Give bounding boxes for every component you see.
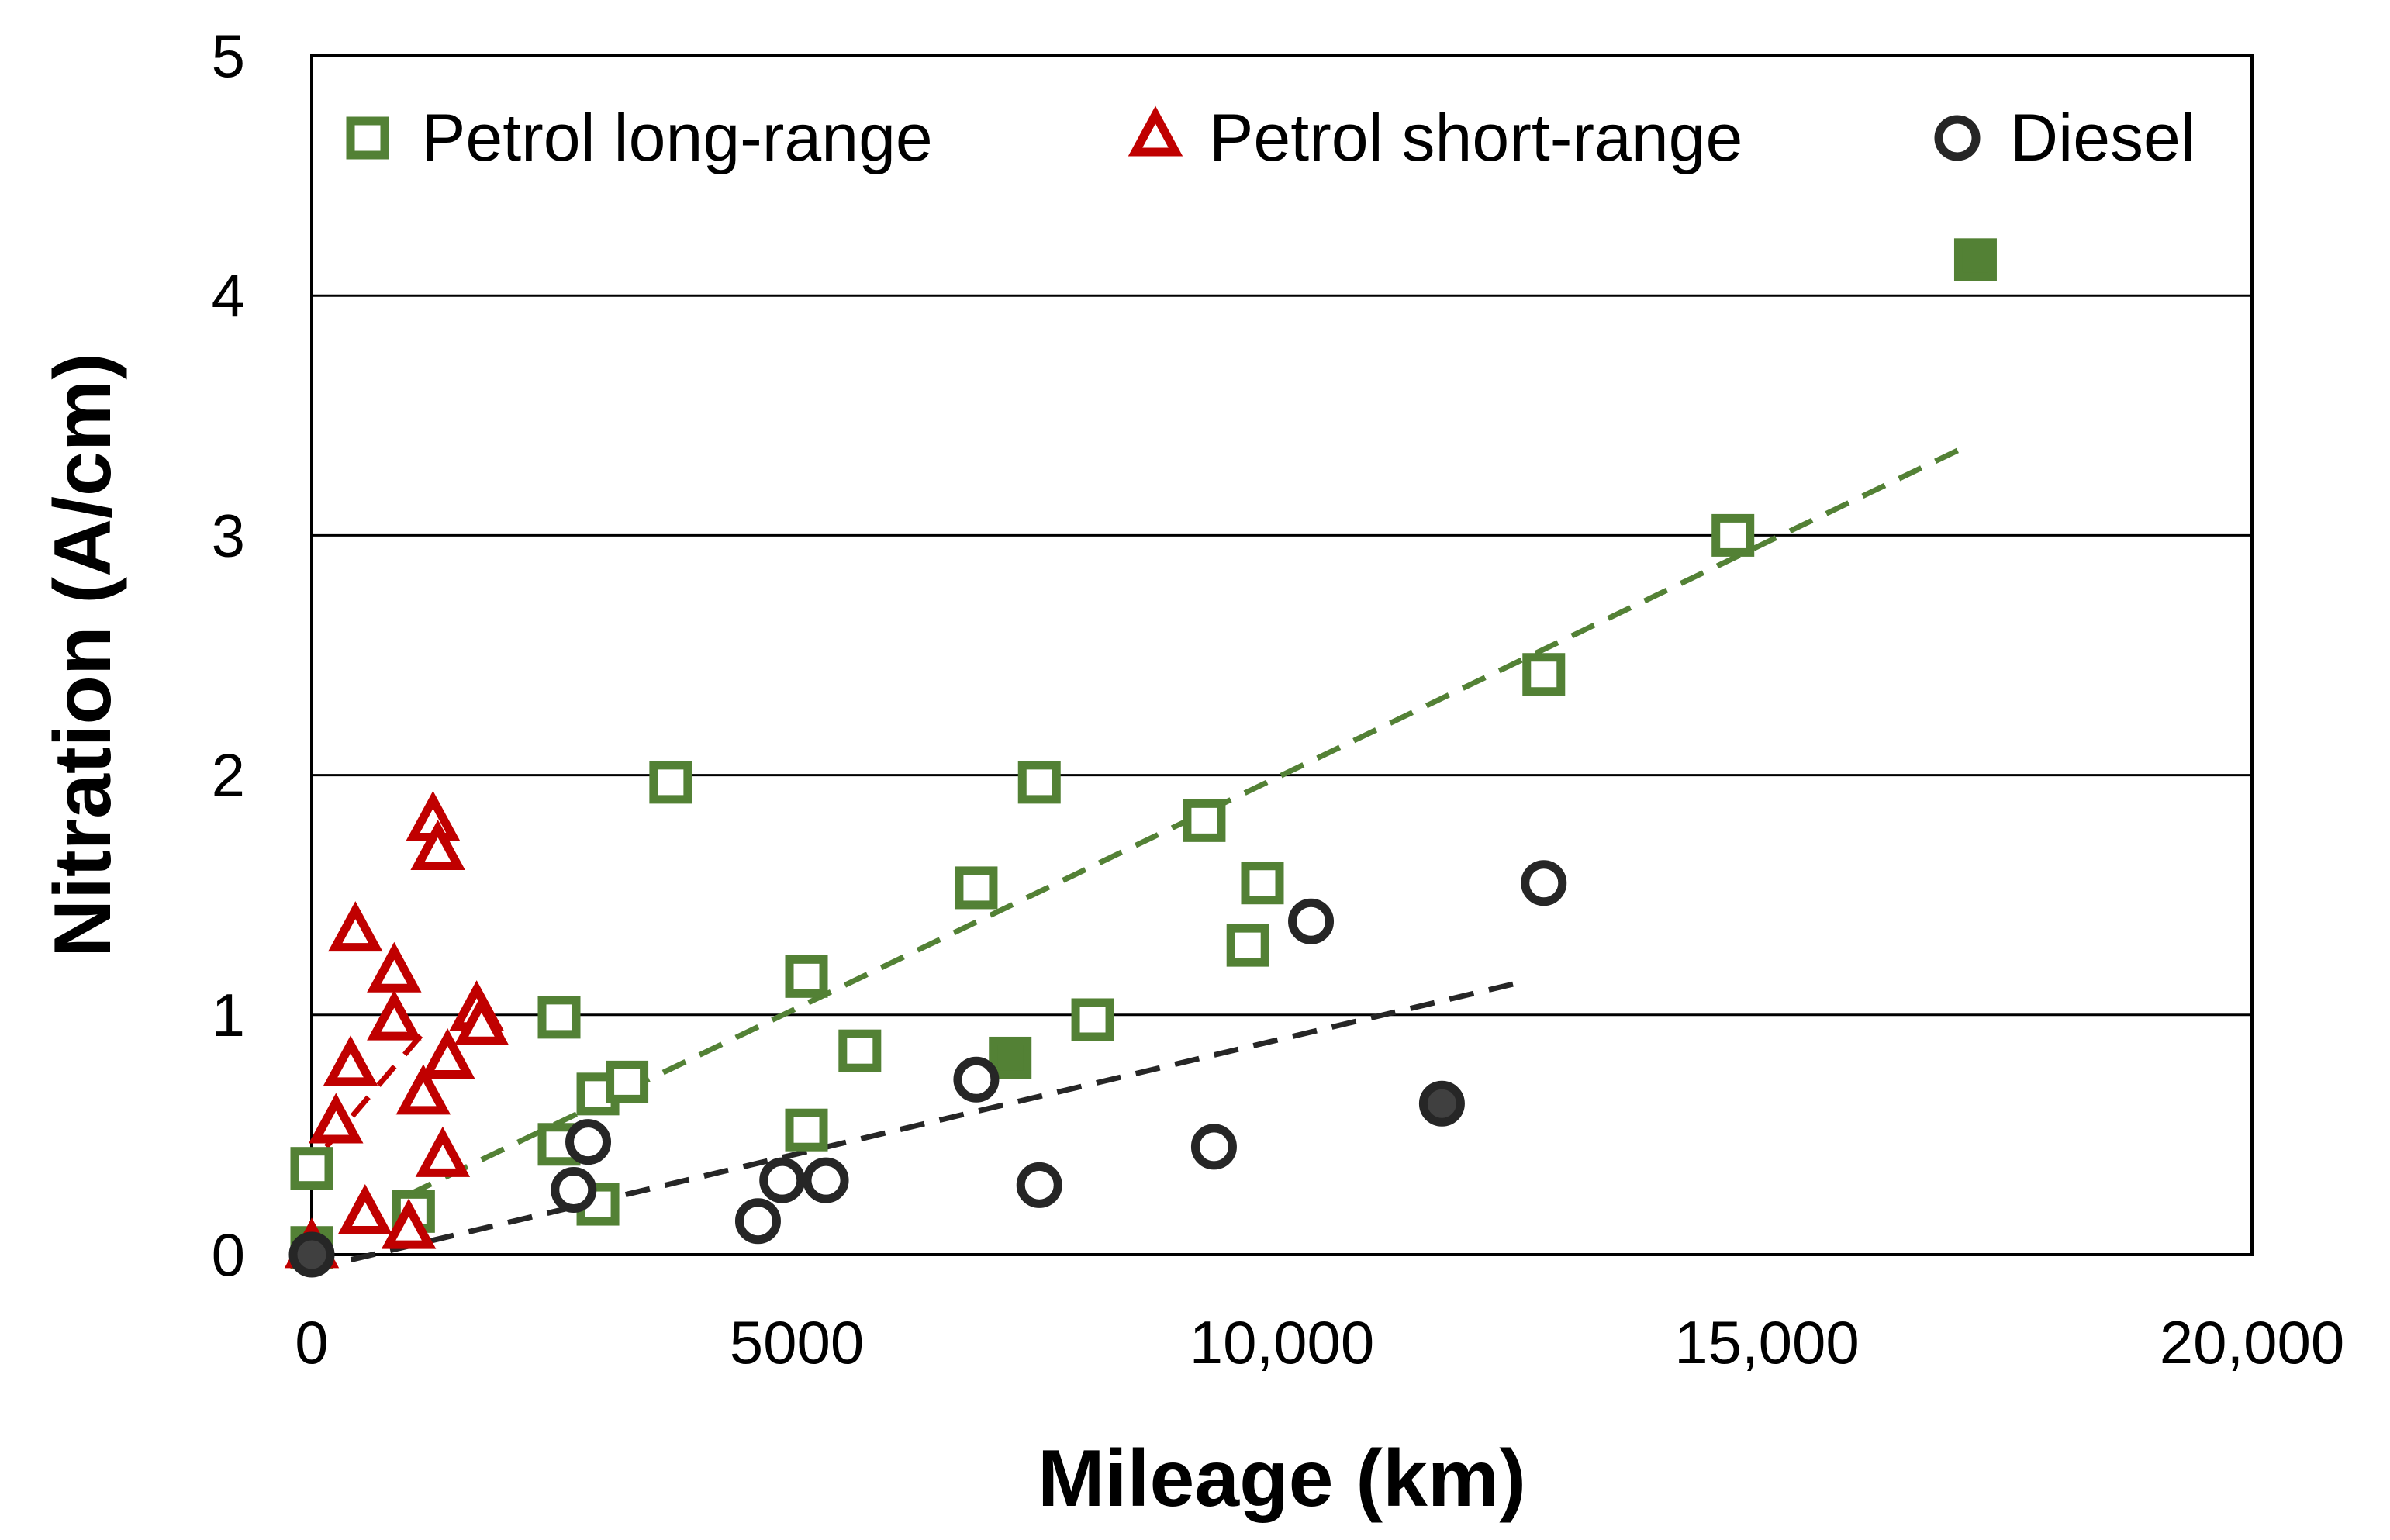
trendline-diesel: [311, 981, 1516, 1272]
data-point-petrol-short-range: [410, 819, 465, 871]
data-point-petrol-long-range: [785, 955, 828, 998]
legend-symbol-petrol-long-range: [346, 116, 389, 160]
data-point-petrol-long-range: [537, 996, 581, 1039]
data-markers: [284, 238, 1997, 1278]
data-point-petrol-long-range: [1711, 513, 1755, 557]
data-point-petrol-long-range: [785, 1108, 828, 1152]
x-tick-label: 10,000: [1190, 1308, 1375, 1376]
y-tick-label: 0: [212, 1221, 245, 1289]
data-point-diesel: [1288, 898, 1335, 944]
data-point-petrol-long-range: [955, 866, 998, 910]
legend-symbol-petrol-short-range: [1128, 105, 1183, 157]
data-point-petrol-short-range: [367, 941, 422, 993]
y-tick-label: 5: [212, 22, 245, 90]
data-point-diesel: [734, 1198, 781, 1245]
legend-marker-diesel: [1934, 115, 1981, 161]
data-point-diesel: [565, 1119, 612, 1165]
legend-label-diesel: Diesel: [2010, 101, 2195, 175]
legend-marker-petrol-long-range: [346, 116, 389, 160]
y-axis-title: Nitration (A/cm): [38, 353, 128, 958]
data-point-petrol-short-range: [381, 1198, 437, 1249]
data-point-diesel: [1418, 1080, 1465, 1127]
data-point-petrol-short-range: [395, 1064, 451, 1115]
data-point-petrol-short-range: [323, 1035, 378, 1086]
x-axis-tick-labels: 0 5000 10,000 15,000 20,000: [295, 1308, 2344, 1376]
data-point-petrol-short-range: [337, 1183, 393, 1235]
legend: Petrol long-range Petrol short-range Die…: [346, 101, 2195, 175]
legend-symbol-diesel: [1934, 115, 1981, 161]
data-point-diesel: [803, 1157, 849, 1203]
data-point-diesel: [1521, 860, 1567, 906]
data-point-diesel: [953, 1056, 1000, 1103]
data-point-petrol-short-range: [454, 994, 509, 1045]
data-point-petrol-long-range: [1226, 924, 1269, 967]
trendline-petrol-short-range: [324, 1024, 430, 1149]
legend-label-petrol-short-range: Petrol short-range: [1209, 101, 1742, 175]
data-point-petrol-long-range: [1522, 653, 1566, 696]
y-tick-label: 1: [212, 981, 245, 1049]
data-point-diesel: [288, 1231, 335, 1278]
data-point-petrol-long-range: [649, 761, 692, 804]
data-point-diesel: [551, 1167, 597, 1214]
data-point-petrol-long-range: [989, 1036, 1032, 1079]
x-tick-label: 20,000: [2160, 1308, 2345, 1376]
data-point-petrol-long-range: [1017, 761, 1061, 804]
data-point-petrol-long-range: [838, 1029, 882, 1072]
data-point-petrol-short-range: [367, 989, 422, 1041]
legend-label-petrol-long-range: Petrol long-range: [421, 101, 933, 175]
y-tick-label: 3: [212, 501, 245, 569]
data-point-diesel: [1016, 1162, 1062, 1208]
y-tick-label: 4: [212, 261, 245, 330]
plot-area-frame: [310, 54, 2254, 1256]
x-tick-label: 5000: [730, 1308, 865, 1376]
legend-marker-petrol-short-range: [1128, 105, 1183, 157]
data-point-petrol-short-range: [415, 1126, 471, 1177]
y-axis-tick-labels: 0 1 2 3 4 5: [212, 22, 245, 1289]
data-point-petrol-long-range: [1183, 799, 1226, 842]
data-point-petrol-short-range: [420, 1028, 475, 1079]
data-point-petrol-long-range: [290, 1147, 333, 1190]
data-point-petrol-long-range: [1953, 238, 1997, 281]
data-point-petrol-long-range: [606, 1060, 649, 1103]
data-point-petrol-short-range: [309, 1093, 364, 1144]
y-tick-label: 2: [212, 741, 245, 810]
x-tick-label: 15,000: [1674, 1308, 1860, 1376]
data-point-petrol-short-range: [328, 901, 383, 952]
data-point-diesel: [759, 1157, 806, 1203]
x-axis-title: Mileage (km): [1038, 1434, 1526, 1524]
data-point-diesel: [1190, 1124, 1237, 1170]
data-point-petrol-long-range: [1071, 998, 1114, 1041]
data-point-petrol-long-range: [1241, 862, 1284, 905]
x-tick-label: 0: [295, 1308, 328, 1376]
